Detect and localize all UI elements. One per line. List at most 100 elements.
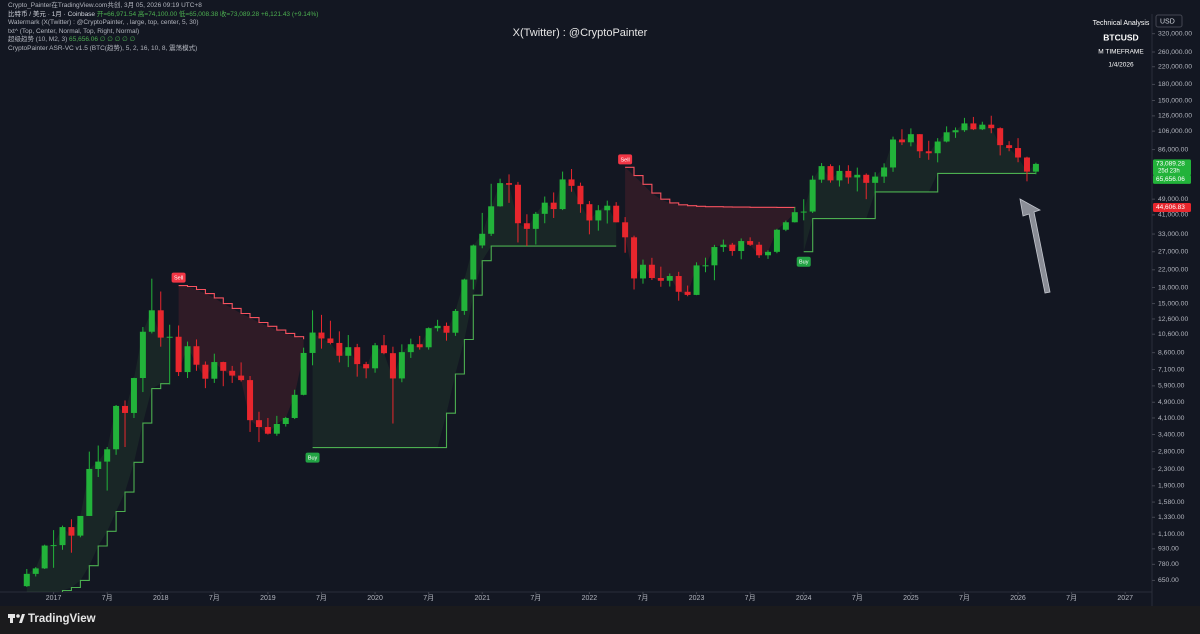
candle-body	[434, 325, 441, 329]
candle-body	[59, 527, 66, 546]
price-tag	[1153, 159, 1191, 176]
candle-body	[988, 124, 995, 129]
arrow-annotation	[1019, 198, 1051, 294]
candle-body	[720, 244, 727, 248]
candle-body	[845, 170, 852, 178]
x-tick-label: 7月	[1066, 594, 1077, 602]
y-tick-label: 220,000.00	[1158, 64, 1192, 71]
candle-body	[282, 417, 289, 424]
candle-body	[372, 345, 379, 369]
candle-body	[514, 184, 521, 224]
x-tick-label: 7月	[316, 594, 327, 602]
candle-body	[952, 130, 959, 133]
candle-body	[229, 370, 236, 376]
signal-badge	[796, 256, 811, 267]
signal-badge	[618, 154, 633, 165]
y-tick-label: 4,100.00	[1158, 415, 1185, 422]
candle-body	[881, 167, 888, 177]
trend-fill	[803, 123, 1036, 252]
candle-body	[122, 405, 129, 413]
candle-body	[765, 251, 771, 256]
y-tick-label: 1,900.00	[1158, 483, 1185, 490]
candle-body	[407, 344, 414, 353]
candle-body	[961, 123, 968, 131]
candle-body	[836, 170, 843, 181]
logo-shape	[19, 614, 25, 623]
candle-body	[1006, 145, 1013, 149]
candle-body	[416, 344, 423, 348]
price-tag-label: 65,656.06	[1156, 176, 1185, 183]
candle-body	[568, 179, 575, 186]
candle-body	[202, 364, 209, 379]
currency-box[interactable]	[1155, 14, 1183, 28]
watermark-title: X(Twitter) : @CryptoPainter	[513, 27, 648, 39]
x-tick-label: 2025	[903, 595, 919, 602]
candle-body	[309, 332, 316, 353]
candle-body	[925, 151, 932, 154]
candle-body	[184, 346, 191, 373]
indicator-line: CryptoPainter ASR-VC v1.5 (BTC(趋势), 5, 2…	[8, 44, 198, 52]
y-tick-label: 22,000.00	[1158, 267, 1188, 274]
x-tick-label: 2027	[1117, 595, 1133, 602]
y-tick-label: 27,000.00	[1158, 249, 1188, 256]
candle-body	[684, 291, 691, 295]
y-tick-label: 3,400.00	[1158, 431, 1185, 438]
price-tag	[1153, 202, 1191, 212]
y-tick-label: 5,900.00	[1158, 383, 1185, 390]
candle-body	[818, 166, 825, 180]
candle-body	[550, 202, 557, 210]
y-tick-label: 8,600.00	[1158, 349, 1185, 356]
y-tick-label: 1,580.00	[1158, 499, 1185, 506]
x-tick-label: 7月	[638, 594, 649, 602]
candle-body	[336, 342, 343, 356]
candle-body	[166, 336, 173, 338]
candle-body	[854, 174, 861, 178]
candle-body	[773, 229, 780, 252]
candle-body	[898, 139, 905, 143]
candle-body	[220, 362, 227, 371]
y-tick-label: 1,100.00	[1158, 531, 1185, 538]
y-tick-label: 10,600.00	[1158, 331, 1188, 338]
candle-body	[452, 310, 459, 333]
y-tick-label: 650.00	[1158, 577, 1179, 584]
candle-body	[711, 247, 718, 266]
candle-body	[979, 124, 986, 130]
candle-body	[381, 345, 387, 354]
y-tick-label: 33,000.00	[1158, 231, 1188, 238]
y-tick-label: 15,000.00	[1158, 300, 1188, 307]
currency-label[interactable]: USD	[1160, 18, 1175, 25]
x-tick-label: 2017	[46, 595, 62, 602]
candle-body	[523, 223, 530, 229]
candle-body	[148, 310, 155, 332]
symbol-line: 比特币 / 美元 · 1月 · Coinbase 开=66,971.54 高=7…	[8, 11, 318, 20]
trend-fill	[625, 167, 795, 295]
y-tick-label: 320,000.00	[1158, 30, 1192, 37]
symbol-text: 比特币 / 美元 · 1月 · Coinbase	[8, 10, 96, 18]
candle-body	[443, 325, 450, 333]
info-date: 1/4/2026	[1108, 62, 1134, 69]
indicator-line: Watermark (X(Twitter) : @CryptoPainter, …	[8, 19, 199, 27]
candle-body	[77, 515, 84, 536]
candle-body	[738, 241, 745, 252]
price-tag-countdown: 25d 23h	[1158, 168, 1180, 174]
candle-body	[577, 185, 584, 205]
axes: 320,000.00 260,000.00 220,000.00 180,000.00…	[46, 30, 1192, 601]
candle-body	[541, 202, 548, 214]
candle-body	[113, 405, 120, 450]
candle-body	[907, 134, 914, 143]
y-tick-label: 126,000.00	[1158, 113, 1192, 120]
candle-body	[273, 423, 280, 434]
candle-body	[970, 123, 977, 130]
candle-body	[943, 132, 950, 142]
x-tick-label: 2026	[1010, 595, 1026, 602]
supertrend-line	[178, 166, 796, 340]
candle-body	[890, 139, 897, 168]
logo-shape	[10, 614, 13, 623]
trend-fill	[178, 285, 304, 434]
candle-body	[604, 205, 611, 211]
price-tag	[1153, 174, 1191, 184]
indicator-line: txt^ (Top, Center, Normal, Top, Right, N…	[8, 27, 140, 35]
candle-body	[398, 352, 405, 379]
x-tick-label: 2022	[582, 595, 598, 602]
